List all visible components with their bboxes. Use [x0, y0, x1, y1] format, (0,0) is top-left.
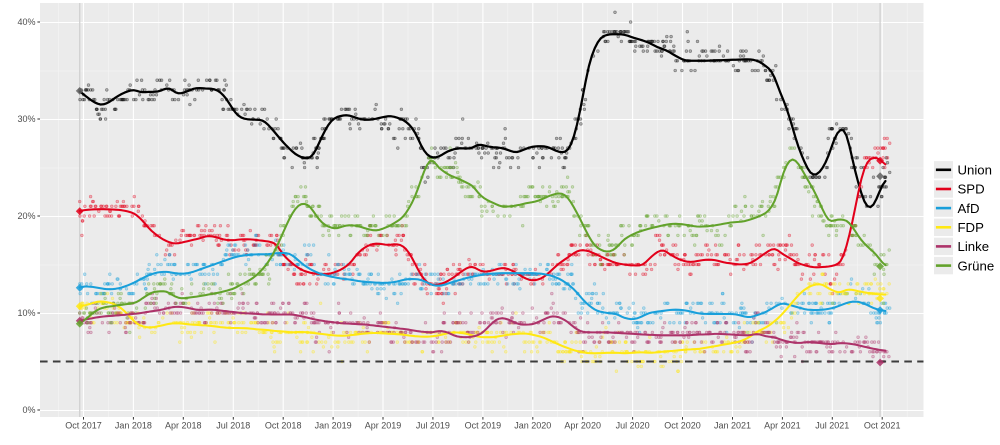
svg-text:FDP: FDP	[958, 220, 985, 235]
svg-text:Oct 2021: Oct 2021	[864, 421, 901, 431]
svg-text:Jul 2020: Jul 2020	[616, 421, 650, 431]
svg-text:10%: 10%	[17, 308, 35, 318]
svg-text:Oct 2020: Oct 2020	[664, 421, 701, 431]
svg-text:Jul 2019: Jul 2019	[416, 421, 450, 431]
svg-text:Jan 2019: Jan 2019	[315, 421, 352, 431]
svg-text:Apr 2019: Apr 2019	[365, 421, 402, 431]
svg-text:Linke: Linke	[958, 239, 990, 254]
svg-text:Jan 2018: Jan 2018	[115, 421, 152, 431]
svg-text:20%: 20%	[17, 211, 35, 221]
svg-text:Grüne: Grüne	[958, 258, 995, 273]
svg-text:0%: 0%	[22, 405, 35, 415]
svg-text:Oct 2018: Oct 2018	[265, 421, 302, 431]
svg-text:Apr 2021: Apr 2021	[764, 421, 801, 431]
svg-text:Oct 2017: Oct 2017	[65, 421, 102, 431]
svg-text:SPD: SPD	[958, 182, 985, 197]
svg-text:30%: 30%	[17, 114, 35, 124]
svg-text:Oct 2019: Oct 2019	[465, 421, 502, 431]
svg-text:40%: 40%	[17, 17, 35, 27]
svg-text:Union: Union	[958, 163, 992, 178]
svg-text:Apr 2018: Apr 2018	[165, 421, 202, 431]
svg-text:Jan 2021: Jan 2021	[714, 421, 751, 431]
svg-text:Apr 2020: Apr 2020	[564, 421, 601, 431]
svg-text:Jan 2020: Jan 2020	[514, 421, 551, 431]
svg-text:Jul 2018: Jul 2018	[216, 421, 250, 431]
svg-text:AfD: AfD	[958, 201, 980, 216]
svg-text:Jul 2021: Jul 2021	[815, 421, 849, 431]
